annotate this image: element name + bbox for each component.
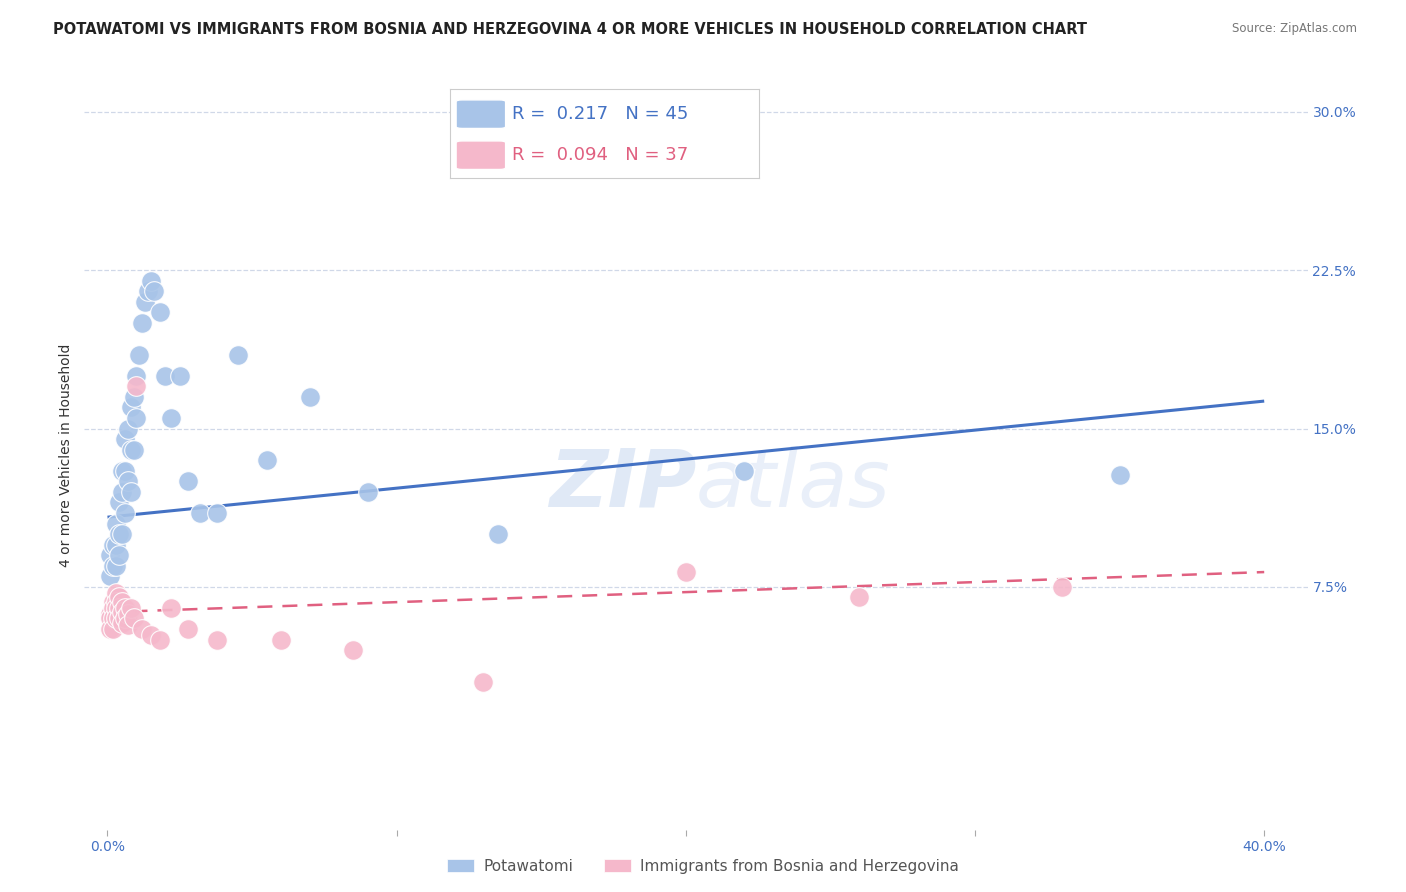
Y-axis label: 4 or more Vehicles in Household: 4 or more Vehicles in Household	[59, 343, 73, 566]
Point	[270, 632, 292, 647]
Point	[117, 421, 139, 435]
Point	[103, 611, 125, 625]
Point	[105, 516, 128, 531]
Point	[142, 285, 165, 299]
Point	[105, 558, 128, 573]
Point	[111, 464, 134, 478]
Point	[848, 591, 870, 605]
Point	[120, 442, 142, 457]
Point	[103, 622, 125, 636]
Point	[105, 538, 128, 552]
FancyBboxPatch shape	[456, 100, 506, 128]
Point	[125, 411, 148, 425]
Point	[207, 632, 229, 647]
Point	[148, 632, 170, 647]
Text: ZIP: ZIP	[548, 446, 696, 524]
Point	[120, 601, 142, 615]
Point	[111, 594, 134, 608]
Point	[1108, 467, 1130, 482]
Point	[1050, 580, 1073, 594]
Point	[122, 390, 145, 404]
Text: R =  0.217   N = 45: R = 0.217 N = 45	[512, 105, 688, 123]
Point	[160, 601, 183, 615]
Point	[134, 294, 156, 309]
Text: POTAWATOMI VS IMMIGRANTS FROM BOSNIA AND HERZEGOVINA 4 OR MORE VEHICLES IN HOUSE: POTAWATOMI VS IMMIGRANTS FROM BOSNIA AND…	[53, 22, 1087, 37]
Point	[733, 464, 755, 478]
Point	[117, 607, 139, 622]
Text: Source: ZipAtlas.com: Source: ZipAtlas.com	[1232, 22, 1357, 36]
Point	[108, 527, 131, 541]
Point	[103, 594, 125, 608]
Point	[105, 594, 128, 608]
Point	[100, 607, 122, 622]
Point	[177, 622, 200, 636]
Point	[139, 274, 162, 288]
Text: R =  0.094   N = 37: R = 0.094 N = 37	[512, 146, 688, 164]
FancyBboxPatch shape	[456, 141, 506, 169]
Point	[177, 475, 200, 489]
Point	[114, 464, 136, 478]
Point	[103, 538, 125, 552]
Point	[108, 611, 131, 625]
Point	[114, 611, 136, 625]
Point	[125, 379, 148, 393]
Point	[100, 569, 122, 583]
Point	[111, 615, 134, 630]
Point	[108, 591, 131, 605]
Point	[188, 506, 211, 520]
Point	[105, 601, 128, 615]
Point	[114, 601, 136, 615]
Point	[298, 390, 321, 404]
Point	[111, 484, 134, 499]
Point	[114, 506, 136, 520]
Point	[675, 565, 697, 579]
Point	[120, 484, 142, 499]
Point	[226, 348, 249, 362]
Point	[131, 316, 153, 330]
Point	[486, 527, 509, 541]
Point	[122, 611, 145, 625]
Point	[131, 622, 153, 636]
Point	[125, 368, 148, 383]
Point	[105, 586, 128, 600]
Point	[342, 643, 364, 657]
Point	[108, 601, 131, 615]
Point	[100, 611, 122, 625]
Point	[120, 401, 142, 415]
Point	[148, 305, 170, 319]
Point	[122, 442, 145, 457]
Point	[256, 453, 278, 467]
Text: atlas: atlas	[696, 446, 891, 524]
Point	[117, 475, 139, 489]
Point	[103, 558, 125, 573]
Point	[103, 601, 125, 615]
Point	[169, 368, 191, 383]
Point	[128, 348, 150, 362]
Point	[117, 617, 139, 632]
Point	[207, 506, 229, 520]
Point	[108, 495, 131, 509]
Point	[136, 285, 159, 299]
Point	[111, 527, 134, 541]
Legend: Potawatomi, Immigrants from Bosnia and Herzegovina: Potawatomi, Immigrants from Bosnia and H…	[440, 853, 966, 880]
Point	[100, 622, 122, 636]
Point	[139, 628, 162, 642]
Point	[160, 411, 183, 425]
Point	[472, 674, 495, 689]
Point	[155, 368, 177, 383]
Point	[357, 484, 380, 499]
Point	[108, 548, 131, 562]
Point	[105, 611, 128, 625]
Point	[111, 605, 134, 619]
Point	[100, 548, 122, 562]
Point	[114, 432, 136, 446]
